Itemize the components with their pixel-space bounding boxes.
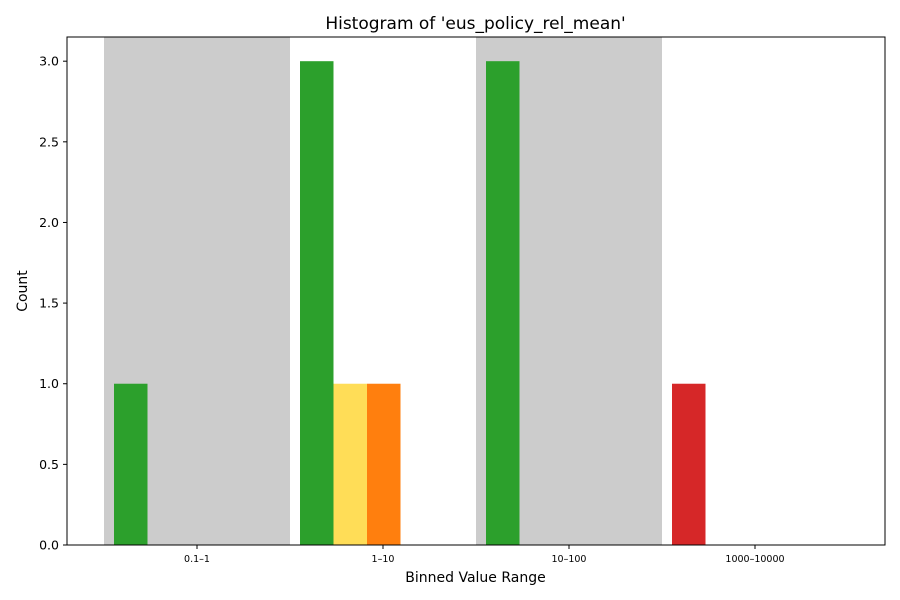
- bar-1-2: [367, 383, 401, 545]
- x-axis-label: Binned Value Range: [405, 570, 545, 586]
- y-tick-label: 0.5: [39, 457, 59, 472]
- y-tick-label: 2.0: [39, 215, 59, 230]
- x-tick-label: 1–10: [372, 554, 395, 565]
- y-tick-label: 3.0: [39, 54, 59, 69]
- bar-0-0: [114, 383, 148, 545]
- y-tick-label: 2.5: [39, 134, 59, 149]
- bar-layer: [114, 61, 706, 545]
- chart-title: Histogram of 'eus_policy_rel_mean': [325, 14, 625, 34]
- plot-frame: [66, 36, 886, 546]
- y-tick-label: 1.5: [39, 296, 59, 311]
- bar-1-0: [300, 61, 334, 545]
- x-tick-label: 10–100: [552, 554, 587, 565]
- y-tick-label: 0.0: [39, 538, 59, 553]
- bar-1-1: [333, 383, 367, 545]
- bar-2-0: [486, 61, 520, 545]
- y-axis-label: Count: [15, 270, 31, 312]
- x-tick-label: 1000–10000: [725, 554, 784, 565]
- bar-3-3: [672, 383, 706, 545]
- x-tick-label: 0.1–1: [184, 554, 210, 565]
- y-tick-label: 1.0: [39, 376, 59, 391]
- y-axis-ticks: 0.0 0.5 1.0 1.5 2.0 2.5 3.0: [39, 54, 67, 553]
- x-axis-ticks: 0.1–1 1–10 10–100 1000–10000: [184, 545, 785, 565]
